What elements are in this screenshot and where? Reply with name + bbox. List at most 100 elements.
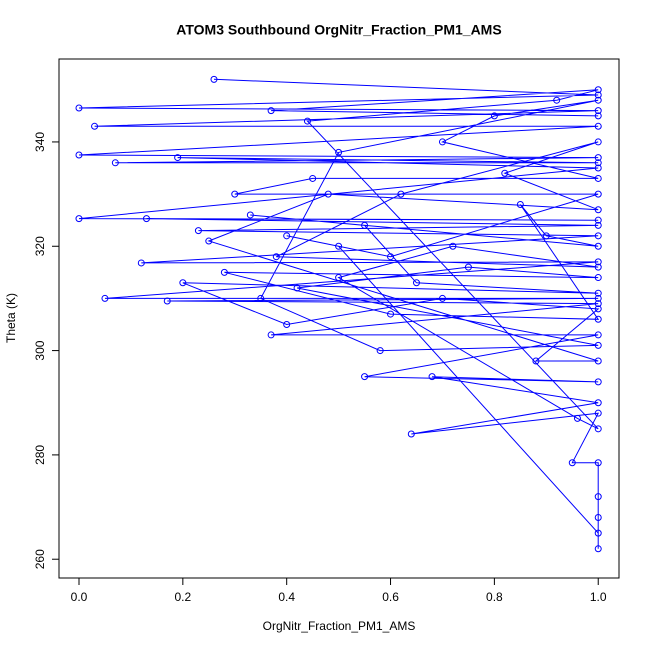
data-point	[516, 201, 524, 209]
data-point	[361, 373, 369, 381]
data-point	[205, 237, 213, 245]
data-point	[594, 493, 602, 501]
data-point	[594, 378, 602, 386]
y-tick-label: 280	[33, 445, 47, 465]
y-axis-label: Theta (K)	[4, 293, 18, 343]
data-point	[594, 190, 602, 198]
data-point	[335, 274, 343, 282]
data-point	[594, 86, 602, 94]
data-point	[594, 529, 602, 537]
data-point	[594, 357, 602, 365]
data-point	[594, 122, 602, 130]
data-point	[594, 459, 602, 467]
data-point	[438, 138, 446, 146]
data-point	[246, 211, 254, 219]
data-point	[101, 294, 109, 302]
data-point	[594, 289, 602, 297]
data-point	[594, 206, 602, 214]
data-point	[428, 373, 436, 381]
data-point	[594, 331, 602, 339]
data-point	[412, 279, 420, 287]
data-point	[407, 430, 415, 438]
data-point	[267, 107, 275, 115]
data-point	[594, 399, 602, 407]
data-point	[387, 310, 395, 318]
data-point	[532, 357, 540, 365]
data-point	[142, 215, 150, 223]
data-point	[283, 320, 291, 328]
plot-frame	[58, 58, 620, 579]
data-point	[594, 154, 602, 162]
data-point	[594, 545, 602, 553]
data-point	[293, 284, 301, 292]
y-tick-label: 300	[33, 340, 47, 360]
data-point	[324, 190, 332, 198]
data-point	[194, 227, 202, 235]
x-tick-label: 0.4	[278, 590, 295, 604]
data-point	[376, 347, 384, 355]
data-point	[387, 253, 395, 261]
data-point	[75, 151, 83, 159]
data-point	[231, 190, 239, 198]
data-point	[594, 159, 602, 167]
x-tick-label: 0.2	[174, 590, 191, 604]
data-point	[75, 104, 83, 112]
y-tick-label: 340	[33, 132, 47, 152]
data-point	[594, 305, 602, 313]
data-point	[283, 232, 291, 240]
data-point	[594, 138, 602, 146]
data-point	[594, 341, 602, 349]
data-point	[594, 294, 602, 302]
data-point	[179, 279, 187, 287]
data-point	[361, 221, 369, 229]
data-point	[75, 215, 83, 223]
data-point	[594, 107, 602, 115]
data-point	[573, 414, 581, 422]
data-point	[137, 259, 145, 267]
data-point	[594, 258, 602, 266]
data-point	[594, 174, 602, 182]
data-point	[490, 112, 498, 120]
data-point	[594, 232, 602, 240]
data-point	[438, 294, 446, 302]
x-axis-label: OrgNitr_Fraction_PM1_AMS	[263, 619, 416, 633]
series-line	[78, 78, 600, 549]
data-point	[594, 96, 602, 104]
data-point	[594, 315, 602, 323]
data-point	[594, 221, 602, 229]
data-point	[553, 96, 561, 104]
data-point	[449, 242, 457, 250]
data-point	[594, 409, 602, 417]
data-point	[257, 294, 265, 302]
data-point	[594, 274, 602, 282]
y-tick-label: 320	[33, 236, 47, 256]
data-point	[464, 263, 472, 271]
data-point	[397, 190, 405, 198]
data-point	[303, 117, 311, 125]
data-point	[542, 232, 550, 240]
data-point	[272, 253, 280, 261]
data-point	[210, 75, 218, 83]
x-tick-label: 0.8	[486, 590, 503, 604]
data-point	[594, 263, 602, 271]
data-point	[220, 268, 228, 276]
data-point	[267, 331, 275, 339]
x-tick-label: 1.0	[590, 590, 607, 604]
data-point	[335, 148, 343, 156]
data-point	[594, 300, 602, 308]
chart-title: ATOM3 Southbound OrgNitr_Fraction_PM1_AM…	[176, 22, 501, 38]
data-point	[111, 159, 119, 167]
data-point	[568, 459, 576, 467]
data-point	[594, 164, 602, 172]
x-tick-label: 0.6	[382, 590, 399, 604]
data-point	[91, 122, 99, 130]
data-point	[163, 297, 171, 305]
data-point	[335, 242, 343, 250]
data-point	[594, 242, 602, 250]
data-point	[174, 154, 182, 162]
y-tick-label: 260	[33, 549, 47, 569]
data-point	[594, 112, 602, 120]
data-point	[594, 91, 602, 99]
data-point	[594, 513, 602, 521]
